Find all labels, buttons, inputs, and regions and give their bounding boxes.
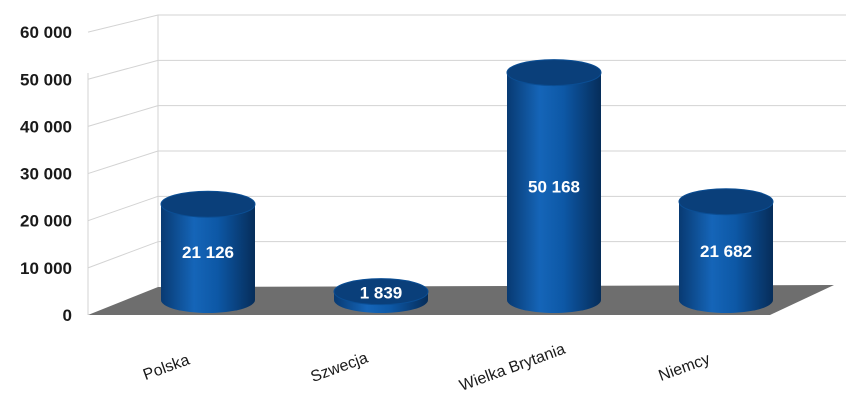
data-label: 21 126 bbox=[182, 243, 234, 262]
bar-top bbox=[506, 59, 602, 87]
y-tick-label: 40 000 bbox=[20, 117, 72, 136]
bar-body bbox=[507, 72, 601, 313]
bar: 21 682 bbox=[678, 188, 774, 313]
gridline-side bbox=[87, 105, 159, 127]
chart-floor bbox=[88, 285, 834, 315]
x-axis-labels: Polska Szwecja Wielka Brytania Niemcy bbox=[141, 341, 712, 395]
bar: 21 126 bbox=[160, 190, 256, 313]
y-tick-label: 20 000 bbox=[20, 212, 72, 231]
gridline-side bbox=[87, 150, 159, 175]
y-tick-label: 50 000 bbox=[20, 70, 72, 89]
bar-body bbox=[161, 204, 255, 313]
data-label: 21 682 bbox=[700, 242, 752, 261]
gridlines bbox=[87, 14, 846, 315]
bar-top bbox=[160, 190, 256, 218]
y-tick-label: 60 000 bbox=[20, 23, 72, 42]
x-tick-label: Niemcy bbox=[656, 351, 712, 385]
y-tick-label: 30 000 bbox=[20, 165, 72, 184]
bar-top bbox=[333, 278, 429, 306]
y-axis-ticks: 0 10 000 20 000 30 000 40 000 50 000 60 000 bbox=[20, 23, 72, 325]
x-tick-label: Wielka Brytania bbox=[457, 341, 567, 395]
x-tick-label: Szwecja bbox=[309, 350, 371, 386]
y-tick-label: 0 bbox=[63, 306, 72, 325]
gridline-side bbox=[87, 241, 159, 269]
bars: 21 126 1 839 50 168 21 682 bbox=[160, 59, 774, 313]
gridline-side bbox=[87, 59, 159, 80]
bar: 1 839 bbox=[333, 278, 429, 313]
bar-body bbox=[679, 201, 773, 313]
data-label: 50 168 bbox=[528, 177, 580, 196]
y-tick-label: 10 000 bbox=[20, 259, 72, 278]
gridline-side bbox=[87, 195, 159, 222]
floor-plane bbox=[88, 285, 834, 315]
bar: 50 168 bbox=[506, 59, 602, 313]
gridline-side bbox=[87, 14, 159, 33]
data-label: 1 839 bbox=[360, 284, 403, 303]
bar-top bbox=[678, 188, 774, 216]
x-tick-label: Polska bbox=[141, 352, 192, 384]
